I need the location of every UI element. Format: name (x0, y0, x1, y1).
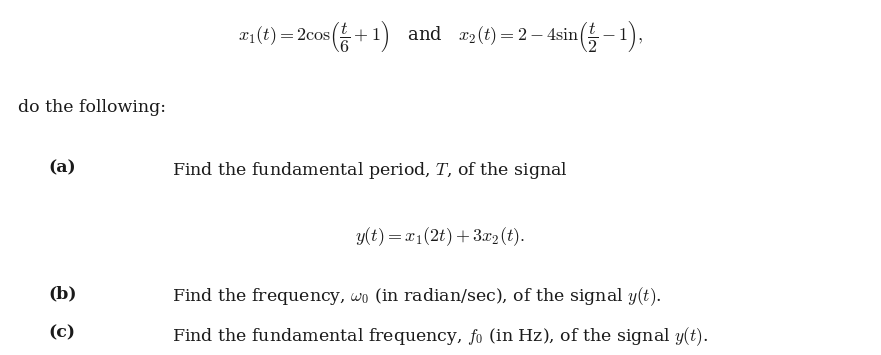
Text: (b): (b) (48, 286, 77, 303)
Text: do the following:: do the following: (18, 99, 166, 116)
Text: (a): (a) (48, 160, 76, 177)
Text: (c): (c) (48, 325, 76, 342)
Text: Find the fundamental frequency, $f_0$ (in Hz), of the signal $y(t)$.: Find the fundamental frequency, $f_0$ (i… (172, 325, 708, 348)
Text: Find the frequency, $\omega_0$ (in radian/sec), of the signal $y(t)$.: Find the frequency, $\omega_0$ (in radia… (172, 286, 662, 308)
Text: $x_1(t) = 2\cos\!\left(\dfrac{t}{6}+1\right)$   and   $x_2(t) = 2 - 4\sin\!\left: $x_1(t) = 2\cos\!\left(\dfrac{t}{6}+1\ri… (238, 18, 643, 54)
Text: Find the fundamental period, $T$, of the signal: Find the fundamental period, $T$, of the… (172, 160, 567, 181)
Text: $y(t) = x_1(2t) + 3x_2(t).$: $y(t) = x_1(2t) + 3x_2(t).$ (355, 225, 526, 248)
